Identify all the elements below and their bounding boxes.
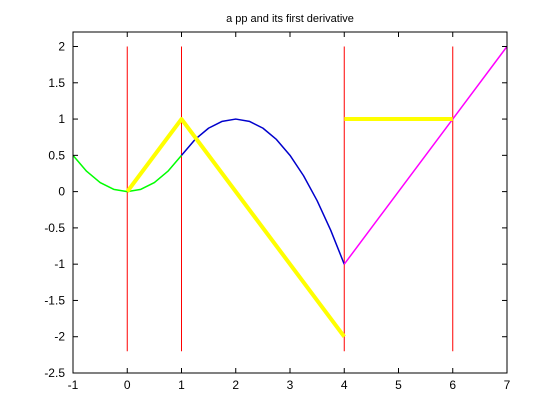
y-tick-label-4: -0.5 (44, 221, 65, 235)
y-tick-label-8: 1.5 (48, 76, 65, 90)
x-tick-label-2: 1 (178, 378, 185, 392)
x-tick-label-5: 4 (341, 378, 348, 392)
x-tick-label-6: 5 (395, 378, 402, 392)
axes: -1 0 1 2 3 4 5 6 7 -2.5 -2 -1.5 -1 -0.5 0 0.5 1 1.5 2 (44, 31, 511, 392)
series-line-0 (72, 154, 183, 193)
y-tick-label-6: 0.5 (48, 148, 65, 162)
y-tick-label-2: -1.5 (44, 293, 65, 307)
y-tick-label-3: -1 (54, 257, 65, 271)
x-tick-label-8: 7 (504, 378, 511, 392)
x-tick-label-3: 2 (232, 378, 239, 392)
y-tick-label-5: 0 (58, 185, 65, 199)
y-tick-label-7: 1 (58, 112, 65, 126)
plot-area (72, 46, 508, 352)
y-tick-label-9: 2 (58, 40, 65, 54)
x-tick-label-1: 0 (124, 378, 131, 392)
x-tick-label-0: -1 (68, 378, 79, 392)
x-tick-label-4: 3 (287, 378, 294, 392)
y-tick-label-1: -2 (54, 330, 65, 344)
y-tick-label-0: -2.5 (44, 366, 65, 380)
series-line-3 (125, 117, 346, 338)
chart-title: a pp and its first derivative (226, 13, 354, 25)
x-tick-label-7: 6 (449, 378, 456, 392)
series-line-1 (180, 118, 345, 265)
